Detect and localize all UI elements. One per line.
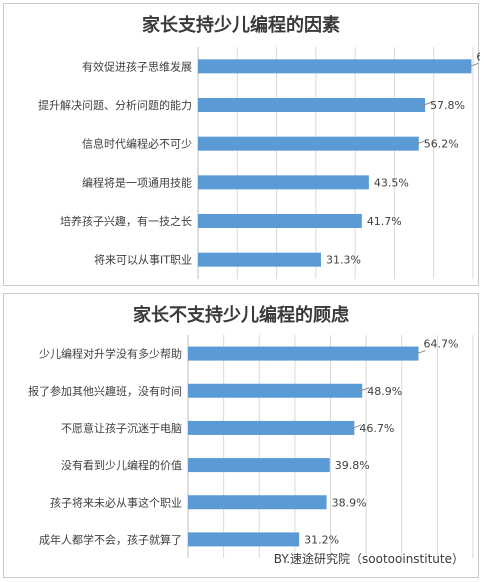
data-label: 43.5% xyxy=(374,176,409,189)
chart-title: 家长支持少儿编程的因素 xyxy=(142,15,340,36)
data-label: 48.9% xyxy=(367,385,402,398)
category-label: 培养孩子兴趣，有一技之长 xyxy=(60,214,192,228)
category-label: 不愿意让孩子沉迷于电脑 xyxy=(61,421,182,435)
label-leader-line xyxy=(420,101,433,107)
label-leader-line xyxy=(358,387,370,393)
data-label: 39.8% xyxy=(335,459,370,472)
label-leader-line xyxy=(467,62,479,68)
data-label: 69.6% xyxy=(476,50,480,63)
data-label: 57.8% xyxy=(430,99,465,112)
category-label: 报了参加其他兴趣班，没有时间 xyxy=(28,384,182,398)
bar xyxy=(198,214,362,228)
category-label: 编程将是一项通用技能 xyxy=(82,175,192,189)
data-label: 56.2% xyxy=(424,138,459,151)
data-label: 46.7% xyxy=(359,422,394,435)
data-label: 64.7% xyxy=(423,338,458,351)
bar xyxy=(198,175,369,190)
bar xyxy=(198,252,321,267)
category-label: 少儿编程对升学没有多少帮助 xyxy=(39,347,182,361)
data-label: 31.2% xyxy=(304,533,339,546)
bar xyxy=(188,495,327,510)
bar xyxy=(198,59,472,74)
bar-chart-concerns: 少儿编程对升学没有多少帮助 64.7% 报了参加其他兴趣班，没有时间 48.9% 不愿意… xyxy=(28,335,474,558)
bar xyxy=(188,458,330,473)
chart-panel-support: 家长支持少儿编程的因素 有效促进孩子思维发展 69.6% 提升解决问题、分析问题的能… xyxy=(3,3,480,286)
data-label: 41.7% xyxy=(367,215,402,228)
bar xyxy=(188,383,363,398)
category-label: 信息时代编程必不可少 xyxy=(82,137,192,151)
category-label: 有效促进孩子思维发展 xyxy=(82,59,192,73)
bar xyxy=(188,346,419,361)
label-leader-line xyxy=(350,424,362,430)
chart-panel-concerns: 家长不支持少儿编程的顾虑 少儿编程对升学没有多少帮助 64.7% 报了参加其他兴趣班… xyxy=(3,293,479,578)
label-leader-line xyxy=(414,350,426,356)
data-label: 38.9% xyxy=(332,496,367,509)
bar xyxy=(188,532,300,547)
chart-title: 家长不支持少儿编程的顾虑 xyxy=(133,305,349,326)
bar xyxy=(198,98,426,112)
category-label: 孩子将来未必从事这个职业 xyxy=(50,495,182,509)
bar xyxy=(188,420,355,435)
data-label: 31.3% xyxy=(326,254,361,267)
label-leader-line xyxy=(414,140,426,146)
bar xyxy=(198,136,419,151)
category-label: 成年人都学不会，孩子就算了 xyxy=(39,532,182,546)
category-label: 将来可以从事IT职业 xyxy=(94,254,192,267)
source-credit: BY.速途研究院（sootooinstitute） xyxy=(273,552,464,566)
bar-chart-support: 有效促进孩子思维发展 69.6% 提升解决问题、分析问题的能力 57.8% 信息时代编程… xyxy=(38,47,480,279)
category-label: 提升解决问题、分析问题的能力 xyxy=(38,98,192,112)
category-label: 没有看到少儿编程的价值 xyxy=(61,458,182,472)
